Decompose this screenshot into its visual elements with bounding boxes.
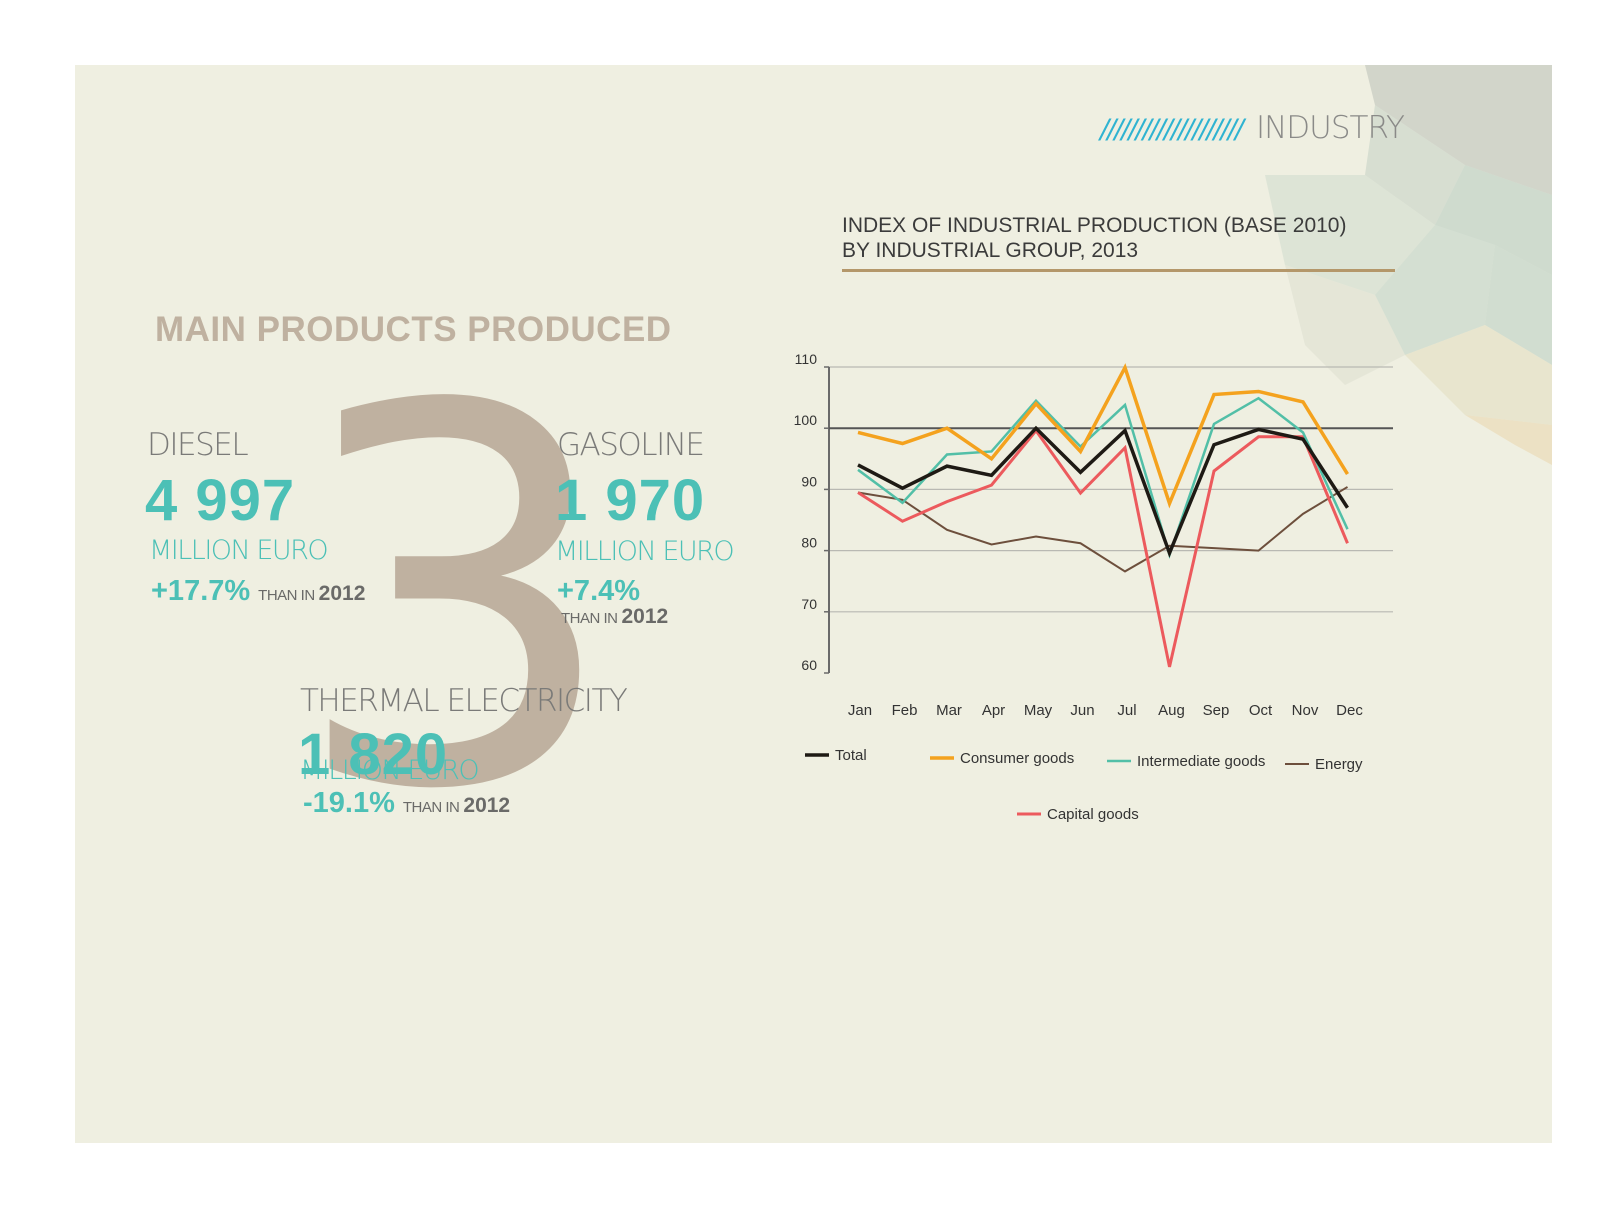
series-line-intermediate-goods [857,396,1349,560]
thermal-electricity-year: 2012 [463,794,511,817]
gasoline-name: GASOLINE [557,427,705,463]
legend-label-consumer-goods: Consumer goods [960,750,1074,767]
x-tick-label-jul: Jul [1117,702,1136,719]
x-tick-label-aug: Aug [1158,702,1185,719]
diesel-name: DIESEL [147,427,249,463]
gasoline-value: 1 970 [555,468,706,533]
thermal-electricity-than-label: THAN IN [402,799,460,816]
gasoline-change: +7.4% [557,575,640,608]
gasoline-change-percent: +7.4% [557,575,641,607]
x-tick-label-jan: Jan [848,702,872,719]
section-tag: //////////////////// INDUSTRY [1100,110,1405,150]
gasoline-than-label: THAN IN [561,610,618,627]
x-tick-label-apr: Apr [982,702,1005,719]
chart-title: INDEX OF INDUSTRIAL PRODUCTION (BASE 201… [842,214,1347,237]
diesel-change: +17.7% THAN IN 2012 [151,575,365,608]
y-tick-label-70: 70 [801,596,817,612]
y-tick-label-60: 60 [801,657,817,673]
section-label: INDUSTRY [1255,110,1405,146]
series-line-total [857,425,1349,558]
chart-title-block: INDEX OF INDUSTRIAL PRODUCTION (BASE 201… [842,213,1346,263]
x-tick-label-jun: Jun [1070,702,1094,719]
legend-label-total: Total [835,747,867,764]
y-tick-label-90: 90 [801,473,817,489]
gasoline-unit: MILLION EURO [555,536,735,567]
decorative-geometric-background [1265,65,1552,465]
x-tick-label-sep: Sep [1203,702,1230,719]
x-tick-label-mar: Mar [936,702,962,719]
gasoline-year: 2012 [621,605,669,628]
chart-subtitle: BY INDUSTRIAL GROUP, 2013 [842,239,1139,262]
infographic-panel: //////////////////// INDUSTRY INDEX OF IN… [75,65,1552,1143]
diesel-change-percent: +17.7% [151,575,251,607]
diesel-unit: MILLION EURO [149,535,329,566]
x-tick-label-feb: Feb [892,702,918,719]
x-tick-label-nov: Nov [1292,702,1319,719]
series-line-consumer-goods [857,363,1349,509]
series-line-energy [857,486,1349,573]
diesel-year: 2012 [318,582,366,605]
big-number-three: 3 [290,297,621,903]
industrial-production-line-chart: 60 70 80 90 100 110 Jan Feb Mar Apr May Jun Jul Aug Se… [794,351,1393,823]
x-tick-label-may: May [1024,702,1053,719]
title-underline [842,269,1395,272]
y-tick-label-110: 110 [795,351,818,367]
thermal-electricity-change-percent: -19.1% [303,787,395,819]
thermal-electricity-value: 1 820 [298,722,449,787]
x-tick-label-oct: Oct [1249,702,1273,719]
gasoline-than-block: THAN IN 2012 [561,605,668,629]
thermal-electricity-unit: MILLION EURO [300,755,480,786]
diesel-than-label: THAN IN [258,587,315,604]
y-tick-label-80: 80 [801,535,817,551]
x-tick-label-dec: Dec [1336,702,1363,719]
thermal-electricity-change: -19.1% THAN IN 2012 [303,787,510,820]
main-products-heading: MAIN PRODUCTS PRODUCED [155,310,672,349]
section-slashes: //////////////////// [1100,114,1244,145]
legend-label-energy: Energy [1315,756,1363,773]
series-line-capital-goods [857,428,1349,668]
legend-label-intermediate-goods: Intermediate goods [1137,753,1265,770]
diesel-value: 4 997 [145,468,296,533]
legend-label-capital-goods: Capital goods [1047,806,1139,823]
thermal-electricity-name: THERMAL ELECTRICITY [300,683,628,719]
y-tick-label-100: 100 [794,412,818,428]
